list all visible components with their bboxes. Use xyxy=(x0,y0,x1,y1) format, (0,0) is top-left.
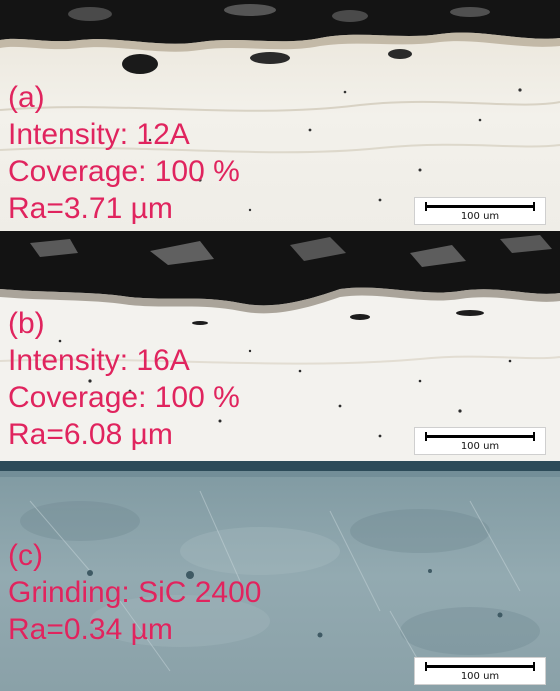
panel-c-annotation: (c) Grinding: SiC 2400 Ra=0.34 µm xyxy=(8,537,261,648)
scale-bar-line xyxy=(425,662,535,671)
scale-bar-line xyxy=(425,432,535,441)
scale-bar-c: 100 um xyxy=(414,657,546,685)
scale-bar-label: 100 um xyxy=(460,441,500,452)
panel-c-label: (c) xyxy=(8,539,43,572)
micrograph-c-image xyxy=(0,461,560,691)
panel-a-intensity: Intensity: 12A xyxy=(8,118,190,151)
scale-bar-a: 100 um xyxy=(414,197,546,225)
scale-bar-b: 100 um xyxy=(414,427,546,455)
micrograph-panel-b: (b) Intensity: 16A Coverage: 100 % Ra=6.… xyxy=(0,231,560,461)
panel-b-annotation: (b) Intensity: 16A Coverage: 100 % Ra=6.… xyxy=(8,305,240,453)
panel-a-annotation: (a) Intensity: 12A Coverage: 100 % Ra=3.… xyxy=(8,79,240,227)
panel-c-roughness: Ra=0.34 µm xyxy=(8,613,173,646)
panel-c-grinding: Grinding: SiC 2400 xyxy=(8,576,262,609)
panel-b-roughness: Ra=6.08 µm xyxy=(8,418,173,451)
panel-b-coverage: Coverage: 100 % xyxy=(8,381,240,414)
micrograph-b-image xyxy=(0,231,560,461)
panel-a-label: (a) xyxy=(8,81,45,114)
micrograph-panel-c: (c) Grinding: SiC 2400 Ra=0.34 µm 100 um xyxy=(0,461,560,691)
scale-bar-label: 100 um xyxy=(460,211,500,222)
panel-a-coverage: Coverage: 100 % xyxy=(8,155,240,188)
scale-bar-label: 100 um xyxy=(460,671,500,682)
micrograph-panel-a: (a) Intensity: 12A Coverage: 100 % Ra=3.… xyxy=(0,0,560,231)
panel-b-label: (b) xyxy=(8,307,45,340)
panel-b-intensity: Intensity: 16A xyxy=(8,344,190,377)
panel-a-roughness: Ra=3.71 µm xyxy=(8,192,173,225)
micrograph-a-image xyxy=(0,0,560,231)
scale-bar-line xyxy=(425,202,535,211)
